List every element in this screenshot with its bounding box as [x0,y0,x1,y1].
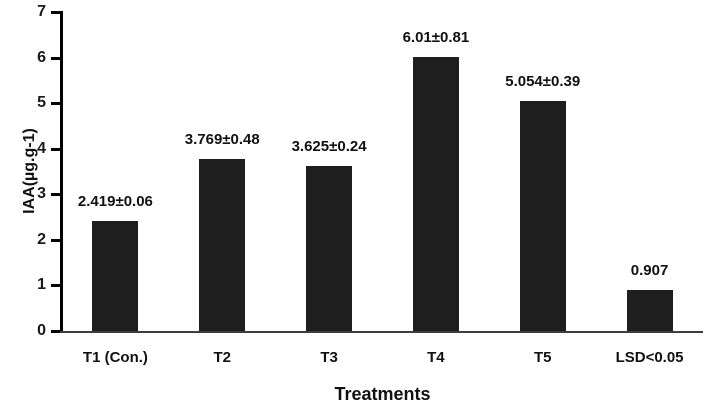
x-tick-label: T4 [427,349,445,366]
x-tick-label: T2 [213,349,231,366]
bar-T5 [519,100,566,331]
bar-slot-6: 0.907 [596,12,703,331]
bar-value-label: 2.419±0.06 [77,192,153,210]
bar-slot-2: 3.769±0.48 [169,12,276,331]
y-tick-label: 3 [37,185,46,203]
bar-value-label: 0.907 [630,261,669,279]
x-tick-label: T3 [320,349,338,366]
bar-slot-1: 2.419±0.06 [62,12,169,331]
x-tick-label: LSD<0.05 [615,349,684,366]
bars-container: 2.419±0.06 3.769±0.48 3.625±0.24 6.01±0.81 5… [62,12,703,331]
y-tick-label: 7 [37,3,46,20]
x-tick-label: T1 (Con.) [82,349,148,366]
bar-value-label: 6.01±0.81 [402,29,470,47]
y-tick-mark [51,193,60,197]
bar-slot-4: 6.01±0.81 [382,12,489,331]
y-tick-label: 4 [37,139,46,157]
y-tick-mark [51,11,60,14]
bar-T2 [199,159,246,331]
y-tick-label: 6 [37,48,46,66]
y-tick-label: 0 [37,322,46,339]
x-axis-labels: T1 (Con.) T2 T3 T4 T5 LSD<0.05 [62,349,703,366]
y-tick-mark [51,284,60,288]
x-tick-label: T5 [533,349,552,366]
bar-value-label: 5.054±0.39 [505,72,581,90]
bar-T3 [306,165,353,331]
bar-slot-5: 5.054±0.39 [489,12,596,331]
y-axis-line [60,11,63,332]
y-tick-mark [51,147,60,151]
x-axis-title: Treatments [334,384,431,404]
y-tick-mark [51,56,60,60]
bar-value-label: 3.625±0.24 [291,137,367,155]
y-tick-mark [51,330,60,333]
y-tick-label: 2 [37,230,46,248]
y-tick-label: 5 [37,94,46,112]
bar-slot-3: 3.625±0.24 [276,12,383,331]
y-tick-mark [51,102,60,106]
bar-LSD<0.05 [626,289,673,331]
bar-value-label: 3.769±0.48 [184,131,260,149]
plot-area: 0 1 2 3 4 5 6 7 2.419±0.06 3.769±0.48 3.625±0.24 6… [37,3,703,339]
y-tick-label: 1 [37,276,46,294]
x-axis-line [60,331,703,333]
y-tick-mark [51,238,60,242]
bar-T1 (Con.) [92,220,139,331]
bar-T4 [412,57,459,331]
